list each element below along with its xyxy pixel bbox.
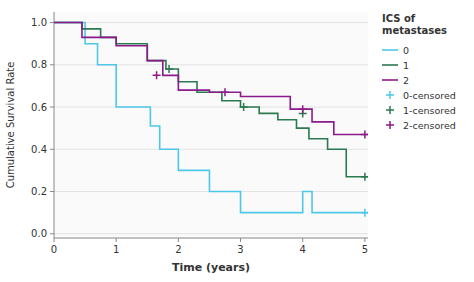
censor-marks — [153, 65, 368, 217]
tick-mark — [50, 191, 54, 192]
survival-curve — [54, 23, 368, 135]
tick-label: 0.2 — [31, 186, 47, 197]
legend-label: 2-censored — [403, 120, 456, 131]
survival-curve — [54, 23, 368, 177]
curves — [54, 23, 368, 213]
tick-mark — [178, 238, 179, 242]
grid-line — [54, 233, 368, 234]
tick-label: 2 — [175, 244, 181, 255]
legend-swatch — [382, 79, 398, 81]
censor-mark — [361, 131, 368, 139]
censor-mark — [221, 88, 229, 96]
tick-mark — [50, 149, 54, 150]
legend-label: 1-censored — [403, 105, 456, 116]
tick-mark — [54, 238, 55, 242]
grid-line — [54, 107, 368, 108]
legend-swatch — [382, 49, 398, 51]
y-axis-label: Cumulative Survival Rate — [5, 62, 16, 189]
legend-swatch — [382, 64, 398, 66]
legend-swatch — [386, 121, 394, 129]
tick-mark — [50, 107, 54, 108]
tick-label: 1.0 — [31, 17, 47, 28]
tick-label: 3 — [237, 244, 243, 255]
axes: 0.0 0.2 0.4 0.6 0.8 1.0 0 1 2 3 4 5 — [31, 12, 368, 255]
tick-mark — [50, 22, 54, 23]
legend-label: 1 — [403, 60, 409, 71]
censor-mark — [361, 173, 368, 181]
tick-label: 5 — [362, 244, 368, 255]
legend-swatch — [386, 91, 394, 99]
tick-mark — [50, 233, 54, 234]
x-axis-label: Time (years) — [172, 261, 250, 274]
censor-mark — [153, 71, 161, 79]
legend-title-line: ICS of — [382, 13, 416, 24]
chart: 0.0 0.2 0.4 0.6 0.8 1.0 0 1 2 3 4 5 Time (years) Cumu… — [0, 0, 474, 282]
plot-data — [54, 23, 368, 217]
legend: ICS ofmetastases 0 1 2 0-censored 1-censored 2… — [382, 13, 456, 131]
tick-mark — [50, 64, 54, 65]
censor-mark — [240, 103, 248, 111]
tick-mark — [302, 238, 303, 242]
tick-mark — [240, 238, 241, 242]
tick-label: 4 — [300, 244, 306, 255]
grid-line — [54, 22, 368, 23]
legend-title: ICS ofmetastases — [382, 13, 447, 36]
y-axis-line — [54, 12, 55, 238]
x-axis-line — [54, 238, 368, 239]
censor-mark — [299, 105, 307, 113]
plot-background — [54, 12, 368, 238]
tick-mark — [364, 238, 365, 242]
tick-label: 0.0 — [31, 228, 47, 239]
censor-mark — [361, 209, 368, 217]
legend-label: 2 — [403, 75, 409, 86]
grid-line — [54, 149, 368, 150]
tick-label: 0.6 — [31, 102, 47, 113]
tick-mark — [116, 238, 117, 242]
tick-label: 0 — [51, 244, 57, 255]
tick-label: 1 — [113, 244, 119, 255]
legend-label: 0-censored — [403, 90, 456, 101]
censor-mark — [165, 65, 173, 73]
legend-label: 0 — [403, 45, 409, 56]
survival-curve — [54, 23, 368, 213]
legend-title-line: metastases — [382, 25, 447, 36]
tick-label: 0.4 — [31, 144, 47, 155]
tick-label: 0.8 — [31, 59, 47, 70]
legend-swatch — [386, 106, 394, 114]
